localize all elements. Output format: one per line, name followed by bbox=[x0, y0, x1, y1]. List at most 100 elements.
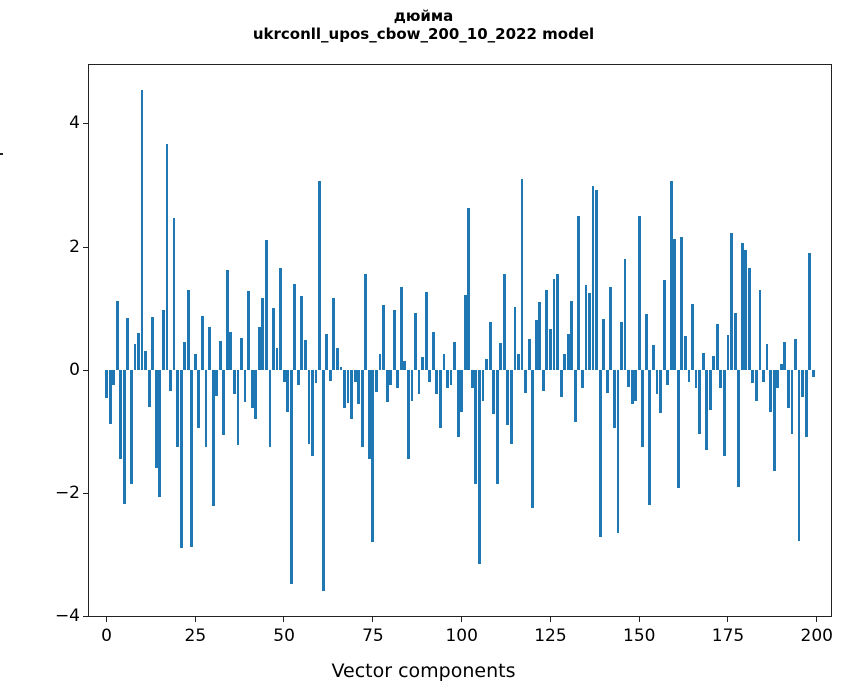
bar bbox=[765, 343, 769, 370]
bar bbox=[801, 369, 804, 398]
bar bbox=[293, 283, 297, 370]
bar bbox=[236, 369, 240, 445]
bar bbox=[154, 369, 158, 469]
bar bbox=[414, 313, 417, 370]
bar bbox=[147, 369, 151, 407]
x-axis-label: Vector components bbox=[331, 660, 516, 682]
bar bbox=[769, 369, 773, 412]
bar bbox=[261, 297, 265, 370]
bar bbox=[378, 354, 382, 370]
bar bbox=[737, 369, 741, 487]
bar bbox=[328, 369, 332, 381]
bar bbox=[698, 369, 702, 435]
x-tick-label: 200 bbox=[800, 626, 834, 646]
bar bbox=[222, 369, 226, 435]
x-tick-label: 75 bbox=[362, 626, 384, 646]
bar bbox=[410, 369, 414, 401]
bar bbox=[687, 369, 691, 383]
bar bbox=[126, 318, 130, 370]
bar bbox=[794, 338, 797, 370]
bar bbox=[627, 369, 630, 387]
bar bbox=[367, 369, 371, 459]
bar bbox=[225, 270, 229, 370]
bar bbox=[648, 369, 652, 506]
bar bbox=[122, 369, 126, 504]
bar bbox=[541, 369, 545, 392]
bar bbox=[453, 342, 456, 370]
bar bbox=[552, 278, 556, 370]
bar bbox=[449, 369, 453, 386]
bar bbox=[715, 324, 719, 370]
bar bbox=[190, 369, 194, 548]
bar bbox=[776, 369, 780, 389]
bar bbox=[399, 286, 403, 370]
bar bbox=[268, 369, 272, 447]
y-tick-label: −4 bbox=[54, 606, 80, 626]
bar bbox=[105, 369, 108, 399]
bar bbox=[545, 289, 549, 370]
bar bbox=[335, 348, 339, 370]
bar bbox=[762, 369, 765, 383]
y-tick-mark bbox=[83, 123, 89, 125]
bar bbox=[783, 342, 787, 370]
bar bbox=[634, 369, 638, 401]
bar bbox=[264, 239, 268, 370]
bar bbox=[779, 363, 783, 370]
bar bbox=[385, 369, 389, 402]
bar bbox=[460, 369, 464, 412]
bar bbox=[371, 369, 375, 543]
bar bbox=[247, 290, 251, 370]
bar bbox=[595, 189, 599, 370]
bar bbox=[396, 369, 400, 389]
x-tick-mark bbox=[549, 616, 551, 622]
x-tick-mark bbox=[372, 616, 374, 622]
x-tick-label: 150 bbox=[623, 626, 656, 646]
bar bbox=[804, 369, 808, 438]
bar bbox=[144, 351, 148, 370]
bar bbox=[488, 321, 492, 370]
bar bbox=[673, 239, 677, 370]
bar bbox=[115, 301, 119, 370]
bar bbox=[364, 273, 368, 370]
bar bbox=[321, 369, 325, 592]
bar bbox=[655, 369, 659, 395]
bar bbox=[183, 342, 187, 370]
bar bbox=[712, 356, 716, 370]
bar bbox=[705, 369, 709, 450]
bar bbox=[463, 294, 467, 370]
bar bbox=[282, 369, 286, 383]
bar bbox=[389, 369, 393, 386]
bar bbox=[630, 369, 634, 405]
x-tick-label: 50 bbox=[273, 626, 295, 646]
x-tick-mark bbox=[816, 616, 818, 622]
y-tick-label: 2 bbox=[69, 236, 80, 257]
x-tick-label: 0 bbox=[101, 626, 112, 646]
bar bbox=[130, 369, 133, 484]
x-tick-mark bbox=[194, 616, 196, 622]
bar bbox=[186, 289, 190, 370]
bar bbox=[296, 369, 300, 386]
bar bbox=[161, 310, 165, 370]
y-tick-mark bbox=[83, 369, 89, 371]
bar bbox=[275, 348, 279, 370]
bar bbox=[243, 369, 247, 403]
bar bbox=[215, 369, 219, 396]
bar bbox=[747, 267, 751, 370]
bar bbox=[566, 334, 570, 370]
y-tick-mark bbox=[83, 246, 89, 248]
bar bbox=[286, 369, 290, 412]
bar bbox=[332, 297, 336, 370]
bar bbox=[353, 369, 357, 383]
x-tick-mark bbox=[461, 616, 463, 622]
bar bbox=[708, 369, 712, 411]
bar bbox=[495, 369, 499, 484]
bar bbox=[581, 369, 584, 389]
bar bbox=[442, 354, 446, 370]
bar bbox=[570, 300, 574, 370]
bar bbox=[481, 369, 485, 401]
bar bbox=[240, 337, 243, 370]
bar bbox=[701, 352, 705, 370]
bar bbox=[232, 369, 236, 395]
bar bbox=[197, 369, 201, 429]
